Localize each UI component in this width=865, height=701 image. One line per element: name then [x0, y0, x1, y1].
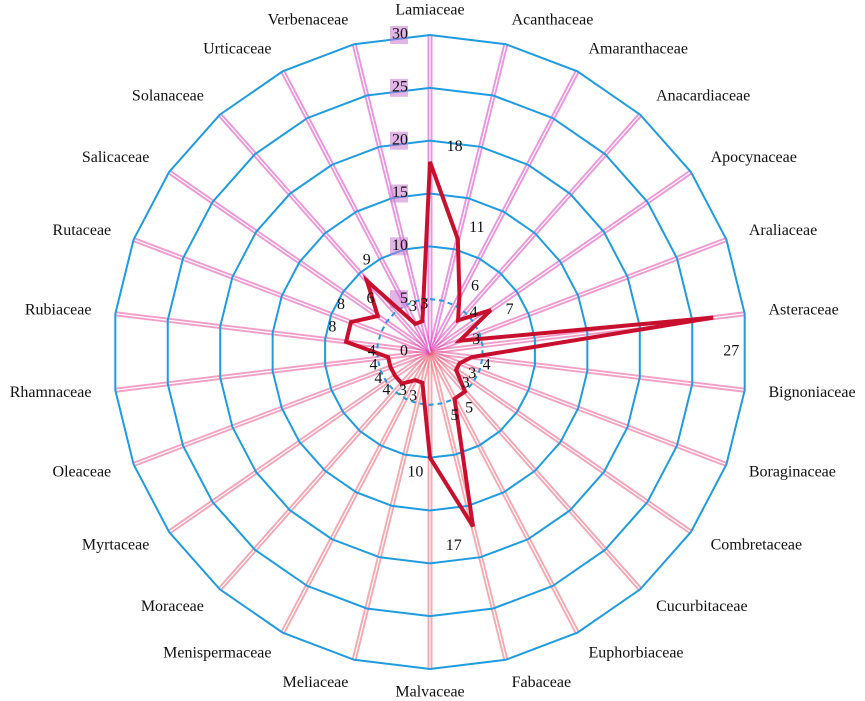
category-label: Boraginaceae: [749, 464, 836, 481]
value-label: 5: [465, 399, 473, 416]
category-label: Cucurbitaceae: [656, 598, 748, 615]
value-label: 4: [369, 357, 377, 374]
value-label: 6: [367, 290, 375, 307]
category-label: Combretaceae: [711, 536, 803, 553]
category-label: Apocynaceae: [711, 149, 797, 166]
grid-ring: [166, 86, 694, 618]
value-label: 9: [363, 251, 371, 268]
value-label: 7: [506, 301, 514, 318]
value-label: 11: [469, 219, 484, 236]
category-label: Malvaceae: [395, 684, 464, 701]
category-label: Myrtaceae: [82, 536, 150, 553]
value-label: 3: [468, 365, 476, 382]
y-tick-label: 10: [392, 237, 408, 254]
value-label: 3: [399, 382, 407, 399]
value-label: 3: [472, 331, 480, 348]
tick-label-bg: [390, 131, 408, 150]
category-label: Salicaceae: [82, 149, 150, 166]
category-label: Menispermaceae: [163, 645, 271, 662]
category-label: Rhamnaceae: [10, 384, 92, 401]
value-label: 6: [471, 277, 479, 294]
value-label: 8: [337, 296, 345, 313]
category-label: Rutaceae: [53, 222, 112, 239]
value-label: 18: [447, 138, 463, 155]
tick-label-bg: [390, 184, 408, 203]
category-label: Solanaceae: [132, 87, 204, 104]
value-label: 17: [446, 537, 462, 554]
y-tick-label: 20: [392, 131, 408, 148]
y-tick-label: 0: [400, 343, 408, 360]
category-label: Araliaceae: [749, 222, 817, 239]
y-tick-label: 15: [392, 184, 408, 201]
grid-ring: [271, 192, 589, 512]
tick-label-bg: [390, 26, 408, 44]
category-label: Euphorbiaceae: [588, 645, 683, 662]
tick-label-bg: [390, 78, 408, 97]
y-tick-label: 30: [392, 26, 408, 43]
category-label: Oleaceae: [53, 464, 112, 481]
category-label: Meliaceae: [283, 674, 349, 691]
category-label: Lamiaceae: [395, 2, 464, 19]
category-label: Bignoniaceae: [769, 384, 856, 401]
y-tick-label: 25: [392, 79, 408, 96]
value-label: 8: [328, 319, 336, 336]
value-label: 4: [483, 357, 491, 374]
tick-label-bg: [390, 237, 408, 256]
value-label: 3: [462, 374, 470, 391]
category-label: Asteraceae: [769, 302, 839, 319]
value-label: 3: [420, 295, 428, 312]
value-label: 4: [382, 381, 390, 398]
category-label: Anacardiaceae: [656, 87, 750, 104]
value-label: 4: [374, 370, 382, 387]
grid-ring: [114, 33, 746, 671]
category-label: Moraceae: [141, 598, 204, 615]
category-label: Amaranthaceae: [588, 41, 687, 58]
category-label: Rubiaceae: [25, 302, 92, 319]
category-label: Fabaceae: [512, 674, 572, 691]
y-tick-label: 5: [400, 290, 408, 307]
value-label: 3: [409, 298, 417, 315]
value-label: 10: [407, 463, 423, 480]
value-label: 5: [450, 407, 458, 424]
data-line: [343, 161, 714, 528]
value-label: 4: [368, 343, 376, 360]
value-label: 27: [723, 342, 739, 359]
category-label: Acanthaceae: [512, 12, 594, 29]
category-label: Verbenaceae: [268, 12, 349, 29]
grid-ring: [219, 139, 641, 565]
value-label: 4: [470, 304, 478, 321]
category-label: Urticaceae: [203, 41, 271, 58]
value-label: 3: [409, 387, 417, 404]
